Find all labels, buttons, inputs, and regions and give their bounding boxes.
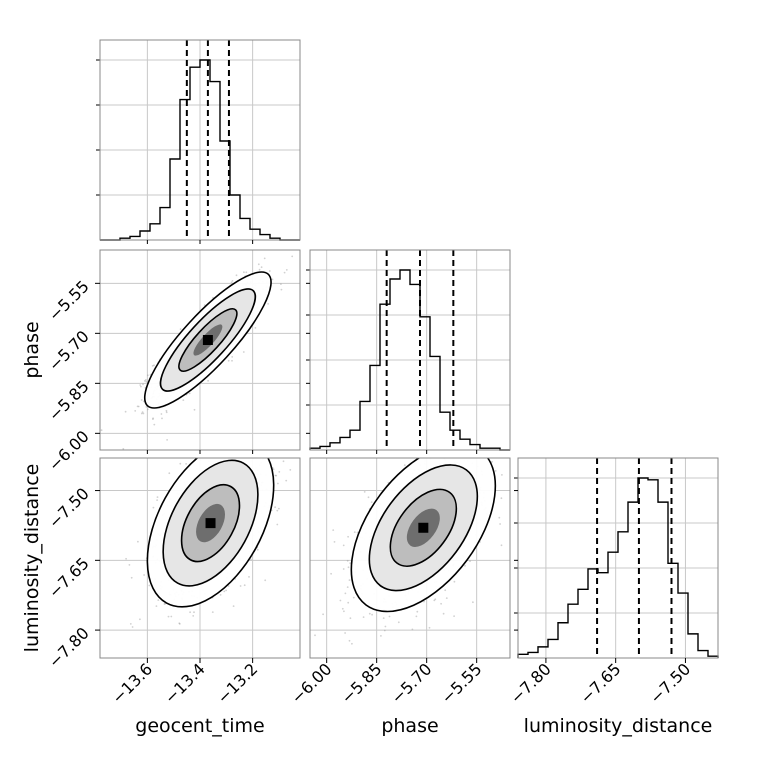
x-axis-luminosity_distance: −7.80 −7.65 −7.50 luminosity_distance xyxy=(507,658,713,737)
x-tick-label: −7.50 xyxy=(646,659,694,707)
x-tick-label: −13.2 xyxy=(213,659,261,707)
y-tick-label: −7.80 xyxy=(45,623,93,671)
x-tick-label: −7.80 xyxy=(507,659,555,707)
x-tick-label: −5.85 xyxy=(337,659,385,707)
histogram-step-luminosity_distance xyxy=(517,477,719,658)
y-tick-label: −7.50 xyxy=(45,484,93,532)
x-tick-label: −13.4 xyxy=(161,659,209,707)
y-tick-label: −7.65 xyxy=(45,554,93,602)
scatter-panel-geocent_time-phase xyxy=(99,249,301,451)
density-contours xyxy=(350,458,497,613)
y-axis-title-luminosity_distance: luminosity_distance xyxy=(21,464,43,653)
x-tick-label: −5.70 xyxy=(387,659,435,707)
x-axis-title-geocent_time: geocent_time xyxy=(135,715,264,737)
x-axis-title-phase: phase xyxy=(381,715,438,737)
scatter-panel-phase-luminosity_distance xyxy=(309,457,511,659)
panel-frame xyxy=(309,457,511,659)
x-tick-label: −5.55 xyxy=(437,659,485,707)
y-tick-label: −5.55 xyxy=(45,277,93,325)
density-contours xyxy=(143,271,272,409)
x-tick-label: −7.65 xyxy=(576,659,624,707)
histogram-phase xyxy=(306,249,511,451)
x-tick-label: −6.00 xyxy=(287,659,335,707)
histogram-luminosity_distance xyxy=(514,457,719,659)
histogram-step-phase xyxy=(309,269,510,451)
y-axis-title-phase: phase xyxy=(21,321,43,378)
x-axis-phase: −6.00 −5.85 −5.70 −5.55 phase xyxy=(287,658,485,737)
x-tick-label: −13.6 xyxy=(108,659,156,707)
density-peak xyxy=(205,518,216,529)
x-axis-geocent_time: −13.6 −13.4 −13.2 geocent_time xyxy=(108,658,265,737)
y-tick-label: −5.70 xyxy=(45,327,93,375)
histogram-geocent_time xyxy=(96,39,301,241)
panel-frame xyxy=(517,457,719,659)
y-tick-label: −6.00 xyxy=(45,427,93,475)
x-axis-title-luminosity_distance: luminosity_distance xyxy=(524,715,713,737)
density-contours xyxy=(146,458,275,608)
density-peak xyxy=(418,522,429,533)
y-tick-label: −5.85 xyxy=(45,377,93,425)
density-peak xyxy=(202,335,213,345)
scatter-panel-geocent_time-luminosity_distance xyxy=(99,457,301,659)
histogram-step-geocent_time xyxy=(100,59,300,241)
panel-frame xyxy=(309,249,511,451)
